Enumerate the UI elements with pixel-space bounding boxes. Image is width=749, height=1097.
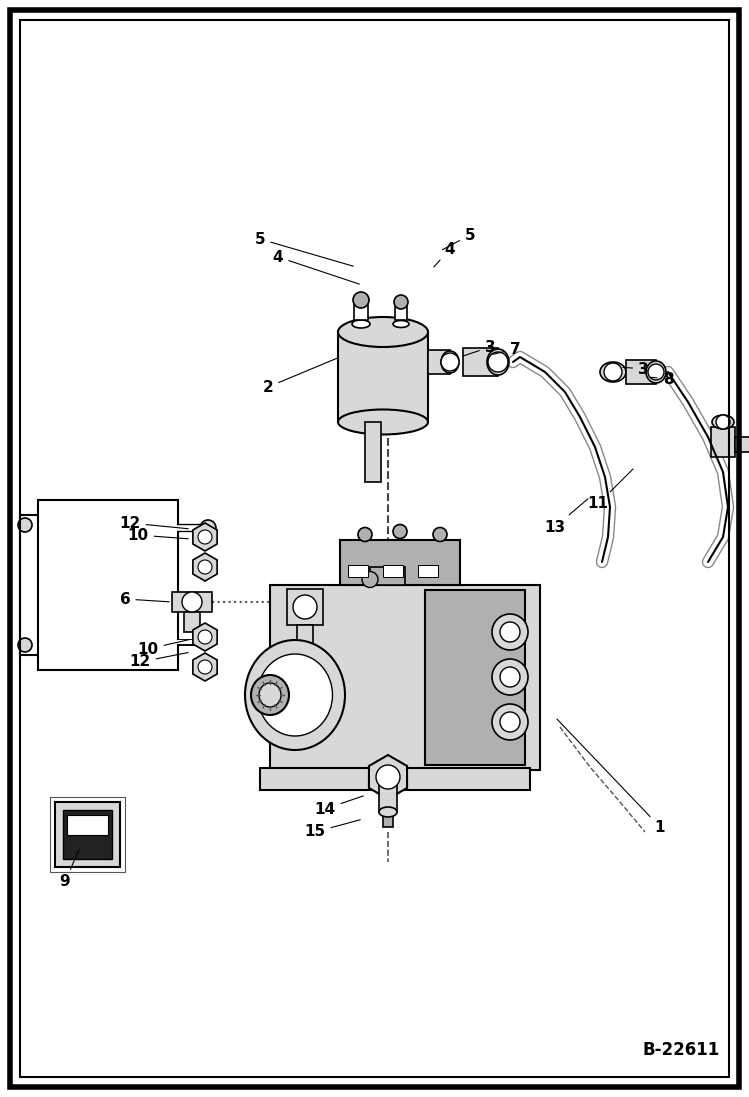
Ellipse shape	[259, 683, 281, 706]
Polygon shape	[193, 653, 217, 681]
Bar	[626, 360, 656, 384]
Text: B-22611: B-22611	[643, 1041, 720, 1059]
Circle shape	[198, 530, 212, 544]
Text: 14: 14	[315, 796, 363, 816]
Text: 2: 2	[263, 358, 338, 395]
Text: 4: 4	[273, 249, 360, 284]
Bar	[338, 332, 428, 422]
Circle shape	[492, 614, 528, 651]
Circle shape	[353, 292, 369, 308]
Circle shape	[492, 659, 528, 695]
Text: 1: 1	[557, 719, 665, 835]
Text: 11: 11	[587, 468, 633, 511]
Bar	[67, 815, 108, 835]
Circle shape	[500, 712, 520, 732]
Ellipse shape	[338, 409, 428, 434]
Circle shape	[198, 660, 212, 674]
Circle shape	[200, 520, 216, 536]
Polygon shape	[369, 755, 407, 799]
Bar	[172, 592, 212, 612]
Text: 10: 10	[127, 528, 188, 543]
Circle shape	[716, 415, 730, 429]
Circle shape	[362, 572, 378, 588]
Text: 12: 12	[119, 516, 188, 531]
Bar	[383, 812, 393, 827]
Ellipse shape	[352, 320, 370, 328]
Text: 9: 9	[60, 849, 79, 890]
Circle shape	[648, 364, 664, 380]
Circle shape	[198, 630, 212, 644]
Polygon shape	[193, 523, 217, 551]
Bar	[354, 302, 368, 320]
Bar	[395, 304, 407, 320]
Bar	[383, 565, 403, 577]
Circle shape	[18, 638, 32, 652]
Circle shape	[441, 353, 459, 371]
Ellipse shape	[338, 317, 428, 347]
Bar	[735, 437, 749, 452]
Ellipse shape	[245, 640, 345, 750]
Bar	[287, 589, 323, 625]
Circle shape	[182, 592, 202, 612]
Bar	[63, 810, 112, 859]
Circle shape	[293, 595, 317, 619]
Bar	[418, 565, 438, 577]
Circle shape	[394, 295, 408, 309]
Bar	[425, 589, 525, 765]
Circle shape	[500, 622, 520, 642]
Text: 10: 10	[137, 640, 189, 656]
Bar	[348, 565, 368, 577]
Ellipse shape	[600, 362, 626, 382]
Bar	[428, 350, 450, 374]
Ellipse shape	[393, 320, 409, 328]
Ellipse shape	[258, 654, 333, 736]
Bar	[379, 777, 397, 812]
Bar	[711, 427, 735, 457]
Circle shape	[393, 524, 407, 539]
Ellipse shape	[379, 807, 397, 817]
Text: 8: 8	[651, 372, 673, 386]
Bar	[50, 798, 125, 872]
Circle shape	[358, 528, 372, 542]
Bar	[365, 422, 381, 482]
Bar	[38, 500, 178, 670]
Bar	[184, 612, 200, 632]
Circle shape	[376, 765, 400, 789]
Ellipse shape	[646, 361, 666, 383]
Ellipse shape	[487, 349, 509, 375]
Text: 5: 5	[255, 231, 354, 267]
Circle shape	[500, 667, 520, 687]
Circle shape	[198, 559, 212, 574]
Polygon shape	[193, 553, 217, 581]
Bar	[463, 348, 498, 376]
Bar	[370, 566, 405, 585]
Circle shape	[433, 528, 447, 542]
Circle shape	[488, 352, 508, 372]
Bar	[297, 625, 313, 647]
Ellipse shape	[441, 351, 459, 373]
Ellipse shape	[712, 415, 734, 429]
Text: 13: 13	[545, 499, 588, 534]
Bar	[270, 585, 540, 769]
Circle shape	[18, 518, 32, 532]
Text: 4: 4	[434, 241, 455, 267]
Polygon shape	[193, 623, 217, 651]
Bar	[340, 540, 460, 585]
Text: 12: 12	[130, 653, 188, 669]
Text: 7: 7	[493, 341, 521, 357]
Text: 15: 15	[304, 819, 360, 839]
Ellipse shape	[251, 675, 289, 715]
Text: 5: 5	[443, 227, 476, 250]
Circle shape	[604, 363, 622, 381]
Bar	[55, 802, 120, 867]
Text: 6: 6	[120, 591, 169, 607]
Text: 3: 3	[622, 362, 649, 376]
Bar	[260, 768, 530, 790]
Circle shape	[492, 704, 528, 740]
Text: 3: 3	[463, 339, 495, 357]
